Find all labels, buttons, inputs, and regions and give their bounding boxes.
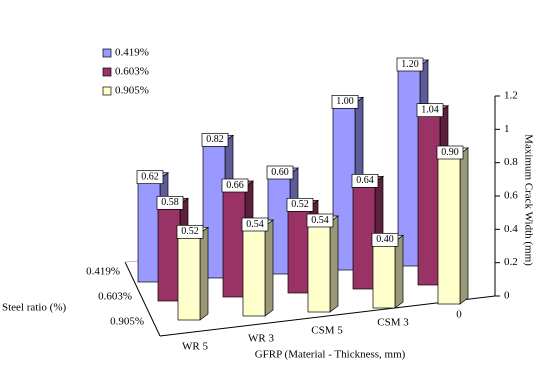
legend-label: 0.603% <box>115 66 149 78</box>
bar-front <box>157 203 181 302</box>
depth-axis <box>124 261 161 337</box>
value-label-box <box>331 94 359 109</box>
legend-label: 0.419% <box>115 47 149 59</box>
legend-swatch <box>102 48 112 58</box>
x-tick-label: CSM 5 <box>311 325 343 337</box>
value-label-box <box>351 173 379 188</box>
value-label: 0.82 <box>206 134 224 145</box>
bar <box>306 215 340 313</box>
value-label-box <box>396 57 424 72</box>
value-label-box <box>241 217 269 232</box>
value-label: 0.60 <box>271 167 289 178</box>
x-tick-label: WR 5 <box>182 341 208 353</box>
value-label-box <box>436 145 464 160</box>
depth-tick-label: 0.419% <box>86 266 120 278</box>
y-tick-label: 0.8 <box>504 156 518 168</box>
value-label: 0.58 <box>161 197 179 208</box>
value-label: 0.90 <box>441 147 459 158</box>
y-axis-label: Maximum Crack Width (mm) <box>522 134 534 266</box>
depth-tick-label: 0.603% <box>98 291 132 303</box>
x-axis-label: GFRP (Material - Thickness, mm) <box>255 349 406 361</box>
bar-side <box>264 219 274 317</box>
value-label: 0.54 <box>311 215 329 226</box>
value-label-box <box>416 103 444 118</box>
y-tick-label: 0.2 <box>504 256 518 268</box>
value-label-box <box>176 224 204 239</box>
value-label: 1.20 <box>401 59 419 70</box>
y-tick-label: 1 <box>504 123 510 135</box>
value-label: 1.04 <box>421 104 439 115</box>
value-label-box <box>306 213 334 228</box>
legend-swatch <box>102 67 112 77</box>
y-tick-label: 0 <box>504 290 510 302</box>
x-tick-label: WR 3 <box>248 333 274 345</box>
value-label: 0.54 <box>246 219 264 230</box>
value-label: 0.64 <box>356 175 374 186</box>
x-tick-label: CSM 3 <box>377 317 409 329</box>
x-tick-label: 0 <box>456 309 462 321</box>
value-label: 0.66 <box>226 180 244 191</box>
bar <box>371 234 405 309</box>
depth-tick-label: 0.905% <box>110 316 144 328</box>
bar-front <box>222 186 246 298</box>
bar-front <box>307 221 331 313</box>
bar <box>436 147 470 305</box>
y-tick-label: 0.6 <box>504 190 518 202</box>
bar <box>241 219 275 317</box>
value-label: 0.40 <box>376 234 394 245</box>
legend-swatch <box>102 86 112 96</box>
value-label-box <box>286 197 314 212</box>
legend-label: 0.905% <box>115 85 149 97</box>
bar-side <box>199 226 209 321</box>
y-tick-label: 0.4 <box>504 223 518 235</box>
depth-axis-label: Steel ratio (%) <box>2 302 66 314</box>
bar-front <box>437 153 461 305</box>
bar <box>176 226 210 321</box>
value-label-box <box>201 132 229 147</box>
value-label-box <box>221 178 249 193</box>
y-tick-label: 1.2 <box>504 90 518 102</box>
value-label-box <box>136 170 164 185</box>
value-label: 0.52 <box>181 226 199 237</box>
bar-side <box>329 215 339 313</box>
value-label-box <box>266 165 294 180</box>
bar-side <box>459 147 469 305</box>
value-label-box <box>371 232 399 247</box>
value-label: 0.62 <box>141 171 159 182</box>
bar-front <box>177 232 201 321</box>
value-label: 1.00 <box>336 96 354 107</box>
bar-front <box>417 111 441 286</box>
bar-front <box>242 225 266 317</box>
bar-front <box>137 178 161 283</box>
bar-front <box>372 240 396 309</box>
value-label-box <box>156 195 184 210</box>
value-label: 0.52 <box>291 199 309 210</box>
